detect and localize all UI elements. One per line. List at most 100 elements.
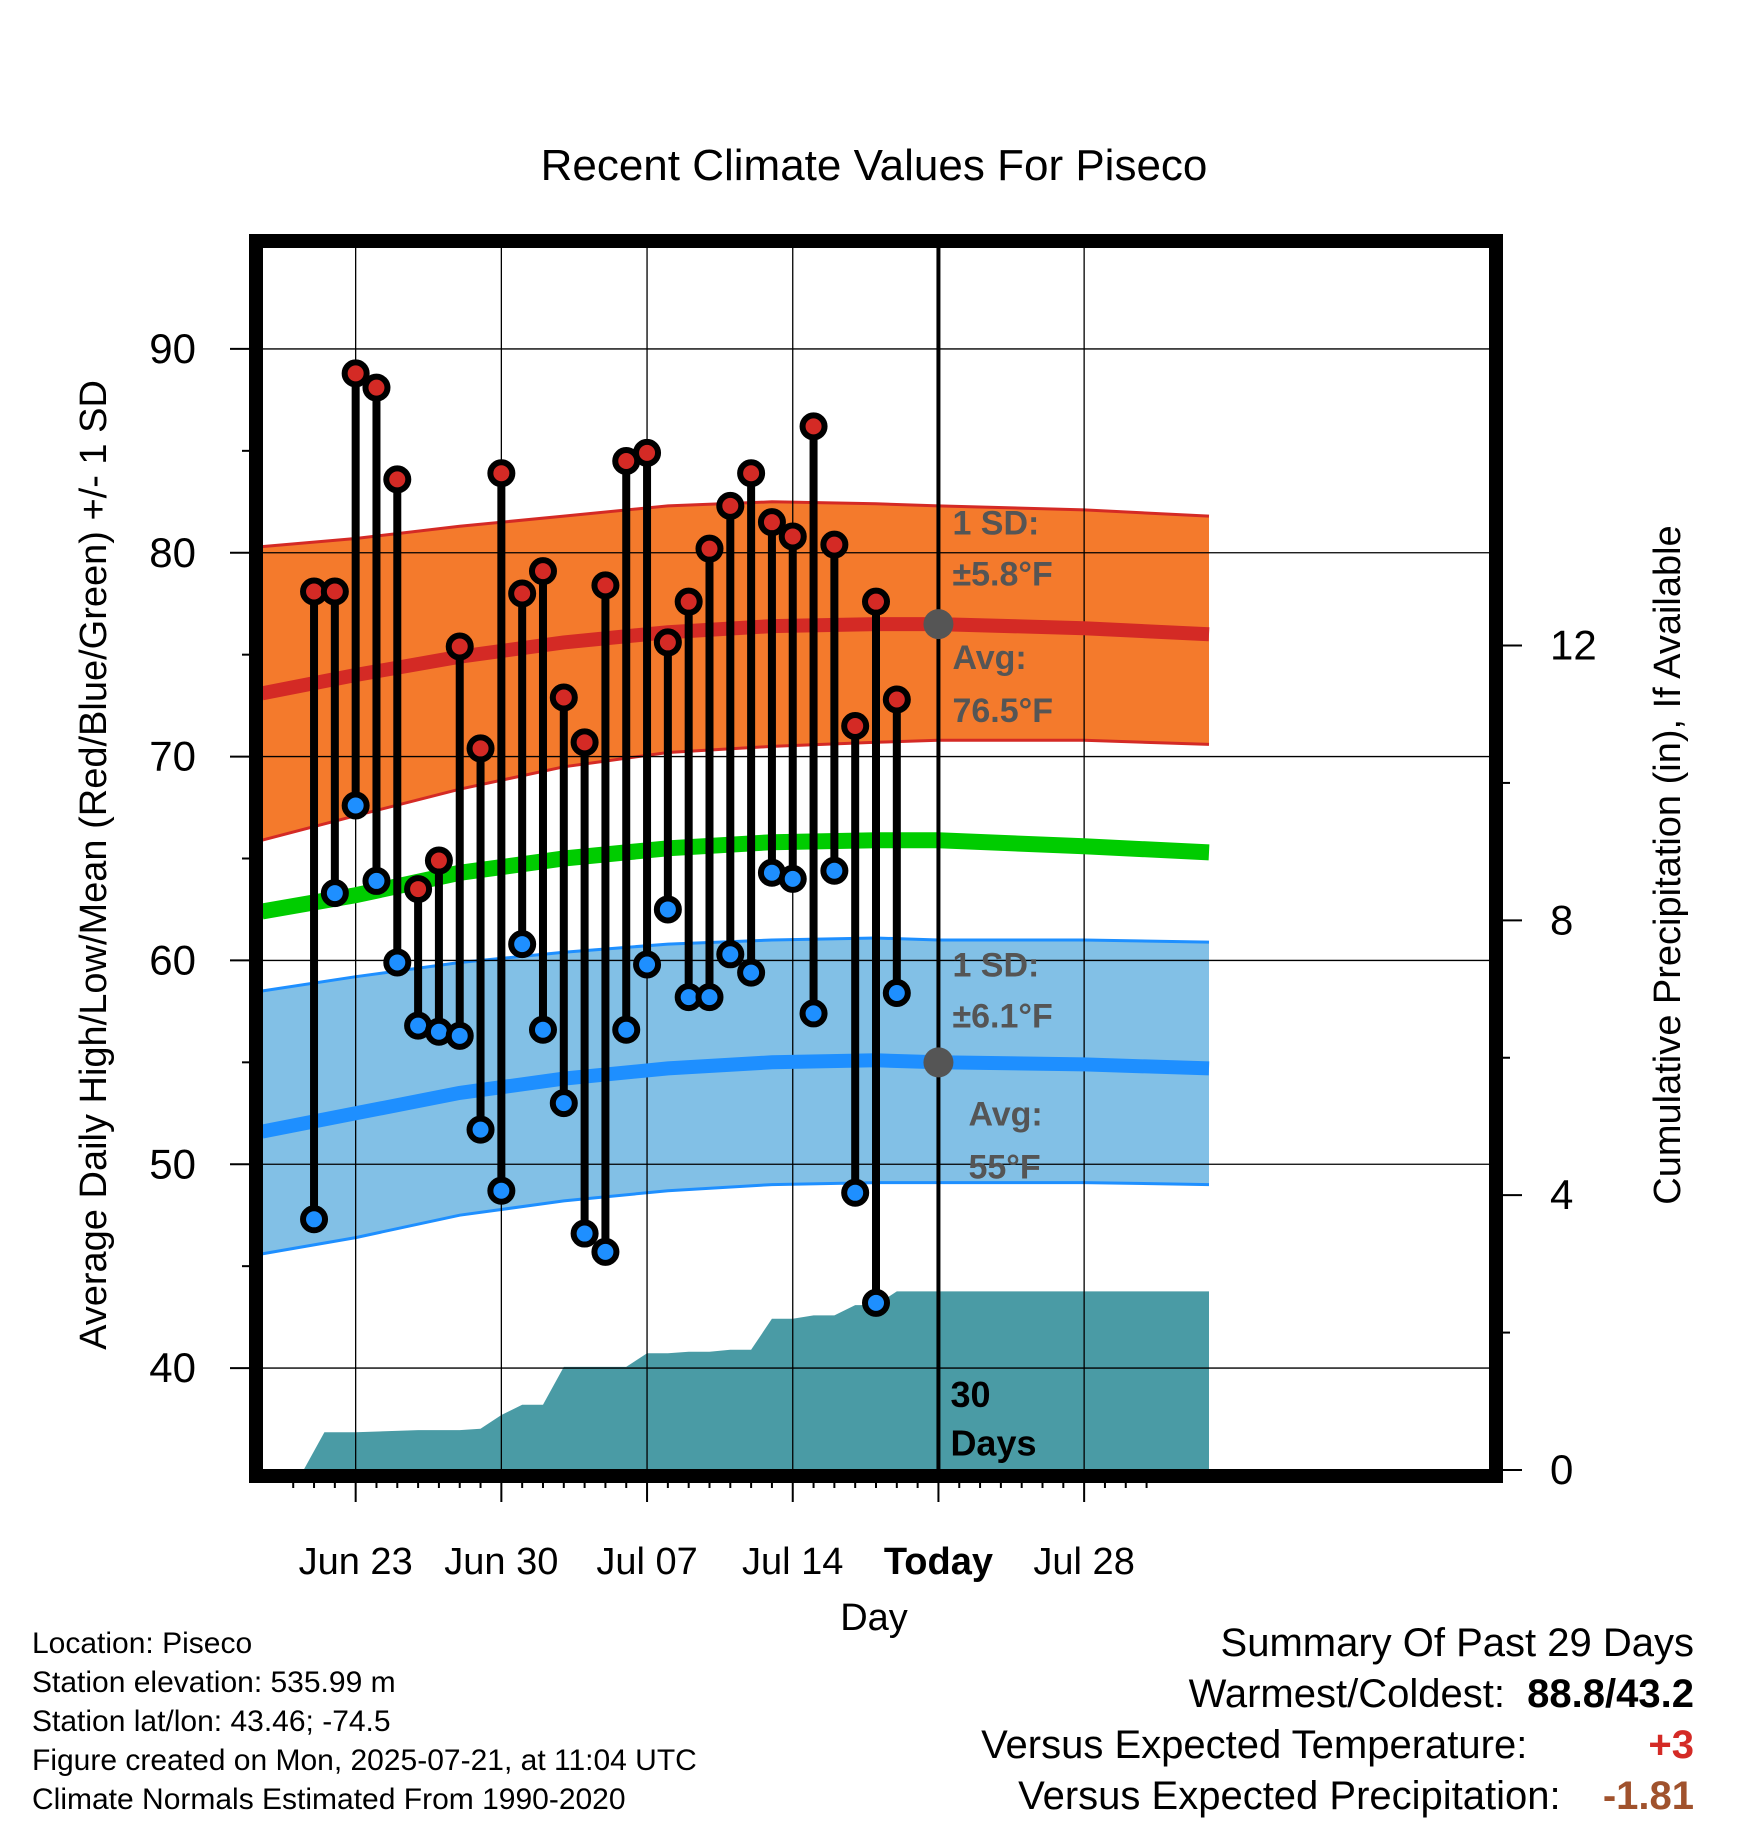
y-tick-label: 40 <box>149 1344 196 1391</box>
x-tick-label: Jun 23 <box>299 1541 413 1583</box>
high-sd-label: 1 SD: <box>952 504 1039 542</box>
precip-area <box>303 1291 1210 1470</box>
high-sd-value: ±5.8°F <box>952 555 1052 593</box>
summary-panel: Summary Of Past 29 Days Warmest/Coldest:… <box>981 1618 1694 1822</box>
daily-high-point <box>820 530 849 559</box>
daily-high-point <box>424 846 453 875</box>
y-tick-label: 60 <box>149 936 196 983</box>
daily-low-point <box>841 1178 870 1207</box>
warm-cold-label: Warmest/Coldest: <box>1188 1672 1505 1716</box>
y2-tick-label: 8 <box>1550 896 1573 943</box>
low-sd-label: 1 SD: <box>952 947 1039 985</box>
summary-title: Summary Of Past 29 Days <box>1220 1621 1694 1665</box>
days-label-line2: Days <box>950 1423 1036 1464</box>
x-axis-label: Day <box>840 1597 908 1639</box>
low-mean-line <box>260 1053 1210 1139</box>
daily-high-point <box>487 459 516 488</box>
warm-cold-value: 88.8/43.2 <box>1527 1672 1694 1716</box>
summary-temp: Versus Expected Temperature: +3 <box>981 1720 1694 1771</box>
x-tick-label: Jun 30 <box>444 1541 558 1583</box>
days-label-line1: 30 <box>950 1374 990 1415</box>
daily-low-point <box>633 950 662 979</box>
y-tick-label: 50 <box>149 1140 196 1187</box>
y-tick-label: 80 <box>149 529 196 576</box>
y-axis-label: Average Daily High/Low/Mean (Red/Blue/Gr… <box>73 380 115 1350</box>
daily-low-point <box>882 979 911 1008</box>
summary-warm-cold: Warmest/Coldest: 88.8/43.2 <box>981 1669 1694 1720</box>
daily-low-point <box>799 999 828 1028</box>
daily-low-point <box>862 1288 890 1317</box>
daily-low-point <box>591 1237 620 1266</box>
daily-high-point <box>633 438 662 467</box>
daily-high-point <box>757 508 786 537</box>
low-sd-lower-line <box>261 1181 1210 1256</box>
daily-high-point <box>882 685 911 714</box>
x-tick-label: Jul 07 <box>596 1541 697 1583</box>
low-sd-band <box>262 938 1209 1254</box>
low-avg-value: 55°F <box>968 1149 1040 1187</box>
info-elevation: Station elevation: 535.99 m <box>32 1666 396 1699</box>
plot-area: 1 SD: ±5.8°F Avg: 76.5°F 1 SD: ±6.1°F Avg: 55°F… <box>149 234 1597 1583</box>
daily-high-point <box>341 359 370 388</box>
y2-axis-label: Cumulative Precipitation (in), If Availa… <box>1647 525 1689 1204</box>
x-tick-label: Jul 14 <box>742 1541 843 1583</box>
daily-high-point <box>508 579 537 608</box>
info-normals: Climate Normals Estimated From 1990-2020 <box>32 1783 626 1816</box>
daily-low-point <box>487 1176 516 1205</box>
daily-low-point <box>778 864 807 893</box>
daily-high-point <box>466 734 495 763</box>
daily-high-point <box>737 459 766 488</box>
daily-high-point <box>862 587 890 616</box>
low-avg-label: Avg: <box>968 1096 1042 1134</box>
high-avg-label: Avg: <box>952 639 1026 677</box>
x-tick-label: Jul 28 <box>1033 1541 1134 1583</box>
high-mean-line <box>260 617 1210 701</box>
info-latlon: Station lat/lon: 43.46; -74.5 <box>32 1705 391 1738</box>
daily-low-point <box>362 866 391 895</box>
y2-axis-ticks: 0 4 8 12 <box>1496 622 1597 1493</box>
daily-low-point <box>695 983 724 1012</box>
daily-low-point <box>570 1219 599 1248</box>
high-avg-value: 76.5°F <box>952 692 1053 730</box>
today-normal-low-point <box>923 1047 954 1078</box>
daily-low-point <box>549 1089 578 1118</box>
daily-high-point <box>528 557 557 586</box>
daily-high-point <box>674 587 703 616</box>
daily-low-point <box>528 1015 557 1044</box>
daily-low-point <box>300 1205 329 1234</box>
daily-high-point <box>716 491 745 520</box>
daily-high-point <box>383 465 412 494</box>
daily-low-point <box>341 791 370 820</box>
temp-value: +3 <box>1648 1723 1694 1767</box>
daily-high-point <box>653 628 682 657</box>
daily-values <box>300 359 911 1317</box>
daily-high-point <box>320 577 349 606</box>
daily-high-point <box>445 632 474 661</box>
precip-label: Versus Expected Precipitation: <box>1018 1774 1561 1818</box>
x-axis-ticks: Jun 23 Jun 30 Jul 07 Jul 14 Today Jul 28 <box>292 1476 1148 1583</box>
daily-high-point <box>404 875 433 904</box>
daily-high-point <box>362 373 391 402</box>
daily-high-point <box>778 522 807 551</box>
y2-tick-label: 0 <box>1550 1446 1573 1493</box>
daily-low-point <box>820 856 849 885</box>
daily-high-point <box>841 712 870 741</box>
daily-low-point <box>445 1021 474 1050</box>
station-info: Location: Piseco Station elevation: 535.… <box>32 1624 697 1819</box>
daily-high-point <box>799 412 828 441</box>
summary-precip: Versus Expected Precipitation: -1.81 <box>981 1771 1694 1822</box>
precip-value: -1.81 <box>1602 1774 1694 1818</box>
daily-low-point <box>653 895 682 924</box>
y-axis-ticks: 40 50 60 70 80 90 <box>149 325 256 1391</box>
daily-low-point <box>320 879 349 908</box>
daily-high-point <box>549 683 578 712</box>
high-sd-lower-line <box>261 738 1210 842</box>
y-tick-label: 70 <box>149 733 196 780</box>
y2-tick-label: 12 <box>1550 622 1597 669</box>
daily-low-point <box>716 940 745 969</box>
mean-line <box>260 832 1210 920</box>
daily-low-point <box>466 1115 495 1144</box>
daily-low-point <box>508 930 537 959</box>
today-normal-high-point <box>923 609 954 640</box>
